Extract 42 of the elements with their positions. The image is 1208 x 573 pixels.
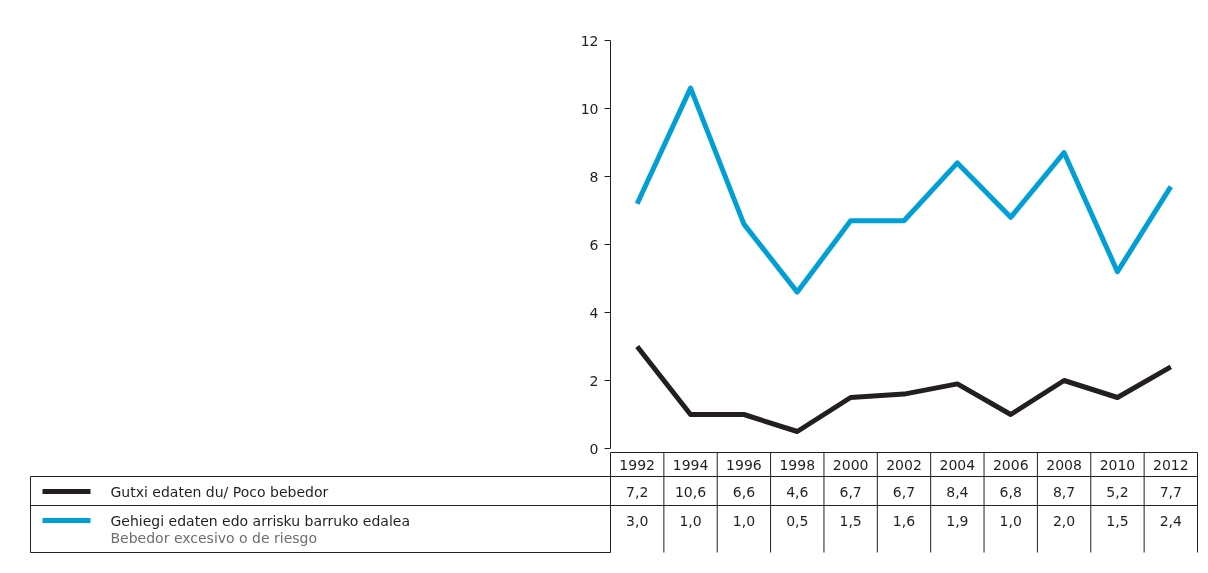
text: 6,6 [732,483,756,500]
text: 8,4 [946,483,969,500]
text: 1,0 [999,512,1022,529]
x-tick-label: 2002 [886,456,922,473]
x-tick-label: 2006 [992,456,1029,473]
y-tick-label: 0 [589,440,599,457]
text: 1,5 [1106,512,1129,529]
text: 2,0 [1052,512,1076,529]
legend-label: Gehiegi edaten edo arrisku barruko edalea Bebedor excesivo o de riesgo [110,512,411,546]
x-tick-label: 2004 [939,456,976,473]
text: 6,7 [892,483,916,500]
x-tick-label: 2008 [1046,456,1082,473]
x-tick-label: 2012 [1153,456,1189,473]
text: 7,7 [1159,483,1182,500]
y-tick-label: 8 [589,168,599,185]
x-tick-label: 2000 [832,456,869,473]
text: 3,0 [626,512,649,529]
y-tick-label: 12 [580,32,599,49]
text: 1,0 [732,512,756,529]
text: 6,7 [839,483,862,500]
x-tick-label: 1992 [619,456,656,473]
text: 0,5 [786,512,809,529]
text: 10,6 [674,483,707,500]
text: 1,5 [839,512,862,529]
text: 1,6 [892,512,916,529]
y-tick-label: 4 [589,304,599,321]
y-tick-label: 2 [589,372,599,389]
x-tick-label: 1996 [726,456,762,473]
legend-label: Gutxi edaten du/ Poco bebedor [110,483,329,500]
text: 8,7 [1052,483,1076,500]
text: 1,9 [946,512,969,529]
y-tick-label: 6 [589,236,599,253]
x-tick-label: 1994 [672,456,709,473]
text: 5,2 [1106,483,1129,500]
y-tick-label: 10 [580,100,599,117]
text: 1,0 [679,512,702,529]
x-tick-label: 1998 [779,456,816,473]
text: 6,8 [999,483,1022,500]
x-tick-label: 2010 [1099,456,1136,473]
text: 2,4 [1159,512,1183,529]
text: 7,2 [626,483,649,500]
text: 4,6 [786,483,809,500]
